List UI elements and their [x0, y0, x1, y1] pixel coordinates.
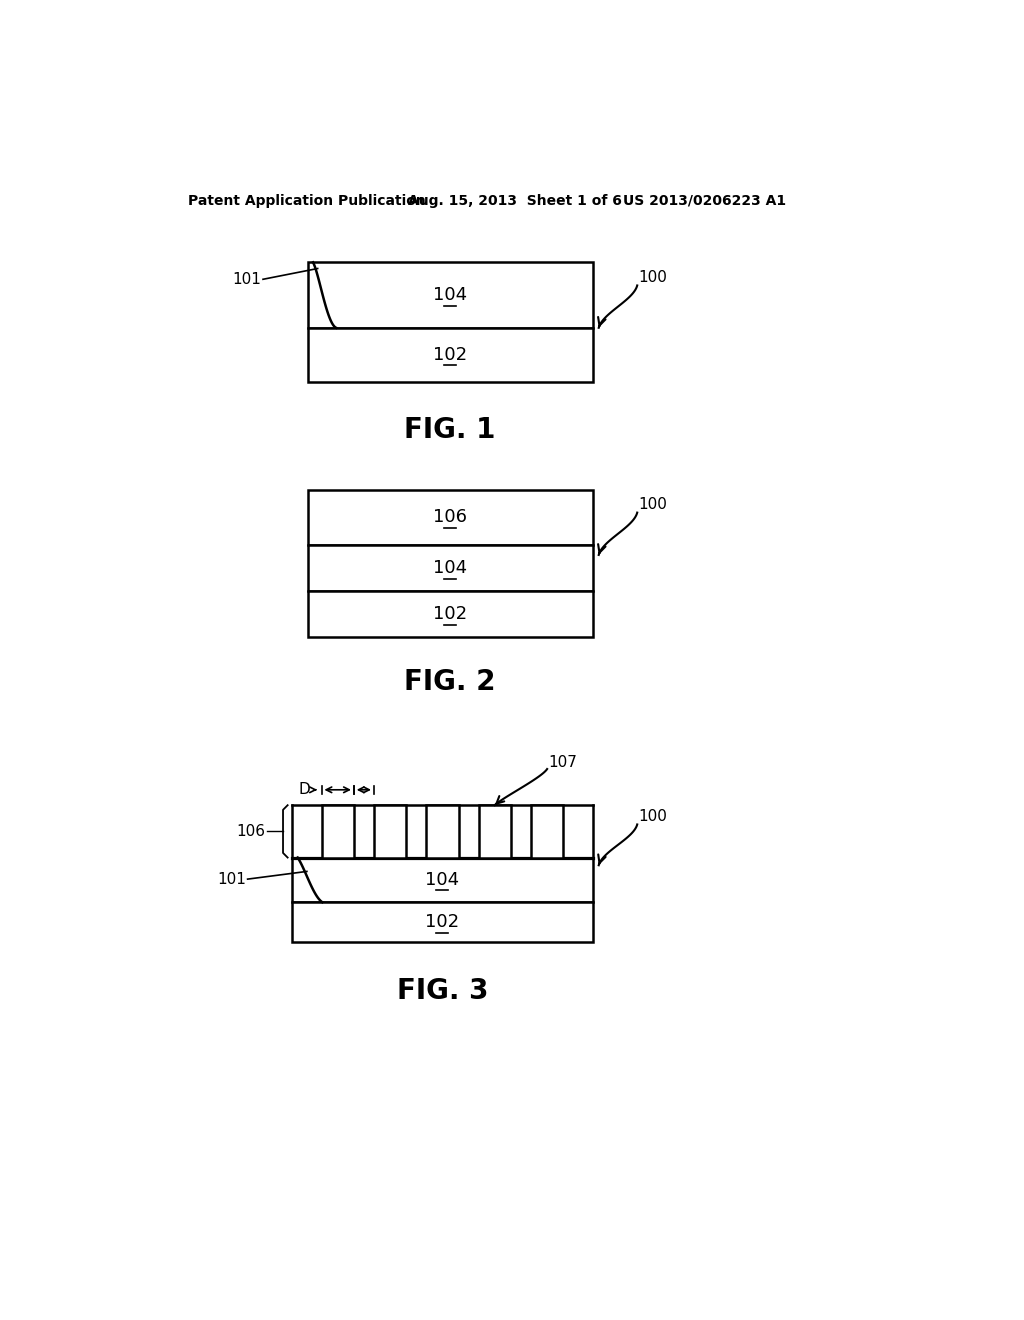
Text: 104: 104	[433, 286, 467, 304]
Bar	[478, 805, 511, 858]
Bar	[426, 805, 459, 858]
Text: 100: 100	[639, 498, 668, 512]
Text: 107: 107	[549, 755, 578, 771]
Text: 102: 102	[433, 606, 467, 623]
Text: D: D	[298, 783, 310, 797]
Text: 104: 104	[433, 560, 467, 577]
Bar	[307, 263, 593, 327]
Bar	[531, 805, 563, 858]
Bar	[307, 490, 593, 545]
Text: FIG. 2: FIG. 2	[404, 668, 496, 696]
Text: 100: 100	[639, 809, 668, 824]
Text: 101: 101	[232, 272, 261, 286]
Bar	[292, 858, 593, 903]
Text: 100: 100	[639, 271, 668, 285]
Text: FIG. 3: FIG. 3	[396, 977, 488, 1005]
Text: FIG. 1: FIG. 1	[404, 416, 496, 445]
Text: 106: 106	[433, 508, 467, 527]
Bar	[307, 545, 593, 591]
Text: Patent Application Publication: Patent Application Publication	[188, 194, 426, 207]
Text: Aug. 15, 2013  Sheet 1 of 6: Aug. 15, 2013 Sheet 1 of 6	[408, 194, 622, 207]
Text: 104: 104	[425, 871, 460, 888]
Text: 102: 102	[433, 346, 467, 364]
Text: 102: 102	[425, 913, 460, 931]
Bar	[307, 591, 593, 638]
Text: US 2013/0206223 A1: US 2013/0206223 A1	[624, 194, 786, 207]
Bar	[292, 903, 593, 942]
Bar	[307, 327, 593, 381]
Text: 106: 106	[237, 824, 265, 840]
Text: 101: 101	[217, 871, 246, 887]
Bar	[374, 805, 407, 858]
Bar	[322, 805, 354, 858]
